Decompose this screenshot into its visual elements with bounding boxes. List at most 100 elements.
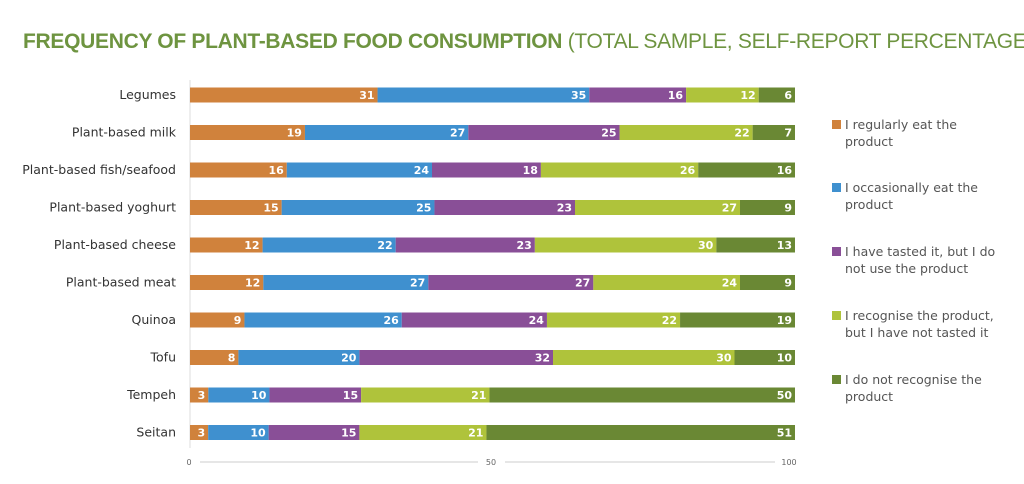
data-label: 26 — [383, 314, 399, 327]
data-label: 3 — [197, 427, 205, 440]
bar-segment — [377, 87, 590, 103]
bar-segment — [359, 425, 487, 440]
data-label: 22 — [377, 239, 392, 252]
data-label: 15 — [341, 427, 356, 440]
x-tick-label: 0 — [186, 458, 191, 467]
data-label: 16 — [668, 89, 684, 102]
category-label: Tofu — [150, 350, 176, 365]
data-label: 27 — [410, 277, 425, 290]
bar-segment — [680, 312, 795, 328]
data-label: 22 — [734, 127, 749, 140]
data-label: 31 — [359, 89, 374, 102]
legend-label: product — [845, 197, 893, 212]
data-label: 25 — [601, 127, 616, 140]
data-label: 26 — [680, 164, 696, 177]
data-label: 23 — [557, 202, 572, 215]
bar-segment — [208, 387, 270, 403]
bar-segment — [734, 350, 795, 365]
data-label: 9 — [784, 202, 792, 215]
legend-label: product — [845, 389, 893, 404]
data-label: 16 — [777, 164, 793, 177]
data-label: 9 — [234, 314, 242, 327]
category-label: Plant-based fish/seafood — [22, 162, 176, 177]
bar-segment — [489, 387, 795, 403]
data-label: 12 — [245, 277, 260, 290]
data-label: 19 — [287, 127, 302, 140]
bar-segment — [752, 125, 795, 140]
x-tick-label: 50 — [486, 458, 496, 467]
bar-segment — [238, 350, 360, 365]
bar-segment — [432, 162, 541, 178]
data-label: 7 — [784, 127, 792, 140]
data-label: 20 — [341, 352, 357, 365]
category-label: Plant-based milk — [72, 125, 177, 140]
bar-segment — [190, 350, 239, 365]
bar-segment — [190, 200, 282, 215]
data-label: 30 — [716, 352, 732, 365]
data-label: 12 — [244, 239, 259, 252]
bar-segment — [190, 387, 209, 403]
data-label: 12 — [740, 89, 755, 102]
data-label: 25 — [416, 202, 431, 215]
title-subtitle: (TOTAL SAMPLE, SELF-REPORT PERCENTAGES) — [567, 30, 1024, 53]
bar-segment — [589, 87, 687, 103]
bar-segment — [534, 237, 717, 253]
bar-segment — [546, 312, 681, 328]
data-label: 35 — [571, 89, 586, 102]
bar-segment — [359, 350, 553, 365]
bar-segment — [486, 425, 795, 440]
category-label: Seitan — [136, 425, 176, 440]
category-label: Tempeh — [126, 387, 176, 402]
bar-segment — [593, 275, 740, 290]
bar-segment — [190, 87, 378, 103]
bar-segment — [281, 200, 435, 215]
data-label: 24 — [414, 164, 430, 177]
data-label: 22 — [662, 314, 677, 327]
data-label: 18 — [523, 164, 538, 177]
bar-segment — [262, 237, 396, 253]
data-label: 30 — [698, 239, 714, 252]
data-label: 15 — [263, 202, 278, 215]
data-label: 10 — [777, 352, 793, 365]
data-label: 8 — [228, 352, 236, 365]
legend-swatch — [832, 183, 841, 192]
data-label: 15 — [343, 389, 358, 402]
category-label: Plant-based yoghurt — [49, 200, 176, 215]
data-label: 27 — [575, 277, 590, 290]
bar-segment — [540, 162, 699, 178]
legend-swatch — [832, 120, 841, 129]
data-label: 32 — [535, 352, 550, 365]
data-label: 51 — [777, 427, 792, 440]
legend-label: not use the product — [845, 261, 968, 276]
legend-label: I have tasted it, but I do — [845, 244, 995, 259]
bar-segment — [269, 387, 362, 403]
category-label: Plant-based meat — [66, 275, 176, 290]
data-label: 10 — [251, 389, 267, 402]
category-label: Plant-based cheese — [54, 237, 176, 252]
data-label: 10 — [250, 427, 266, 440]
bar-segment — [395, 237, 535, 253]
data-label: 27 — [722, 202, 737, 215]
bar-segment — [304, 125, 469, 140]
data-label: 23 — [517, 239, 532, 252]
data-label: 19 — [777, 314, 792, 327]
bar-segment — [619, 125, 753, 140]
legend-swatch — [832, 375, 841, 384]
data-label: 9 — [784, 277, 792, 290]
legend-label: I occasionally eat the — [845, 180, 978, 195]
legend-swatch — [832, 247, 841, 256]
bar-segment — [716, 237, 795, 253]
bar-segment — [286, 162, 432, 178]
bar-segment — [263, 275, 429, 290]
data-label: 27 — [450, 127, 465, 140]
bar-segment — [190, 162, 287, 178]
bar-segment — [268, 425, 360, 440]
bar-segment — [428, 275, 594, 290]
bar-segment — [553, 350, 735, 365]
data-label: 21 — [468, 427, 483, 440]
legend-label: product — [845, 134, 893, 149]
data-label: 13 — [777, 239, 792, 252]
bar-segment — [686, 87, 759, 103]
bar-segment — [361, 387, 490, 403]
